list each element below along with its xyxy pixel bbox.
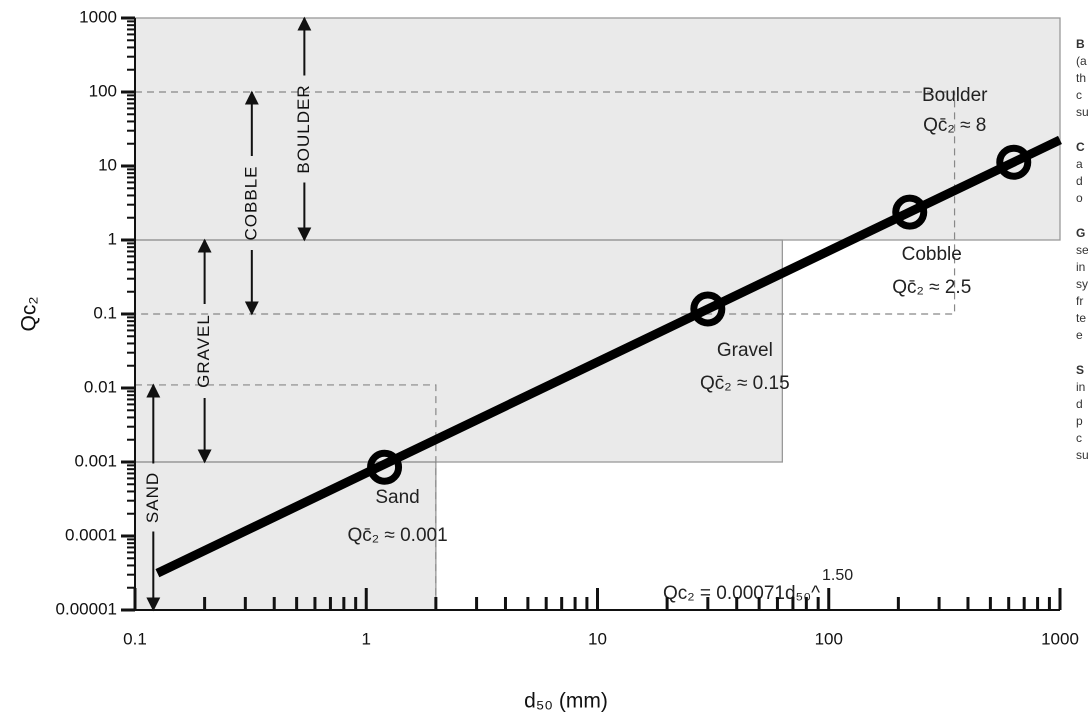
equation: Qc₂ = 0.00071d₅₀^ bbox=[663, 583, 820, 604]
point bbox=[892, 194, 928, 230]
side-text: th bbox=[1076, 71, 1086, 85]
y-tick-label: 10 bbox=[98, 155, 117, 174]
side-text: e bbox=[1076, 328, 1083, 342]
x-tick-label: 100 bbox=[815, 629, 843, 648]
side-text: sy bbox=[1076, 277, 1088, 291]
side-text: p bbox=[1076, 414, 1083, 428]
side-text: in bbox=[1076, 260, 1085, 274]
side-text: C bbox=[1076, 140, 1085, 154]
x-axis-title: d₅₀ (mm) bbox=[524, 690, 608, 713]
y-tick-label: 1 bbox=[108, 229, 117, 248]
side-text: B bbox=[1076, 37, 1085, 51]
point bbox=[367, 449, 403, 485]
point-annotation: Qc̄₂ ≈ 0.15 bbox=[700, 373, 790, 394]
side-text: te bbox=[1076, 311, 1086, 325]
side-text: c bbox=[1076, 88, 1082, 102]
equation-exponent: 1.50 bbox=[822, 567, 853, 584]
x-tick-label: 0.1 bbox=[123, 629, 147, 648]
y-tick-label: 0.1 bbox=[93, 303, 117, 322]
side-text: d bbox=[1076, 174, 1083, 188]
side-text: (a bbox=[1076, 54, 1087, 68]
side-text: se bbox=[1076, 243, 1088, 257]
side-text: c bbox=[1076, 431, 1082, 445]
point bbox=[690, 291, 726, 327]
side-text: fr bbox=[1076, 294, 1083, 308]
point-annotation: Qc̄₂ ≈ 8 bbox=[923, 115, 986, 136]
y-axis-title: Qc₂ bbox=[18, 297, 41, 332]
y-tick-label: 1000 bbox=[79, 7, 117, 26]
side-text: S bbox=[1076, 363, 1084, 377]
size-class-label: COBBLE bbox=[241, 166, 260, 241]
side-text: su bbox=[1076, 105, 1088, 119]
x-tick-label: 1 bbox=[362, 629, 371, 648]
x-tick-label: 10 bbox=[588, 629, 607, 648]
side-text: G bbox=[1076, 226, 1085, 240]
size-class-label: SAND bbox=[143, 472, 162, 523]
side-text: a bbox=[1076, 157, 1083, 171]
side-text: in bbox=[1076, 380, 1085, 394]
point-annotation: Qc̄₂ ≈ 2.5 bbox=[892, 277, 971, 298]
y-tick-label: 100 bbox=[89, 81, 117, 100]
side-text: su bbox=[1076, 448, 1088, 462]
point-label: Boulder bbox=[922, 85, 988, 106]
region bbox=[134, 17, 1061, 241]
y-tick-label: 0.00001 bbox=[56, 599, 117, 618]
size-class-label: BOULDER bbox=[294, 84, 313, 173]
point-label: Sand bbox=[375, 487, 419, 508]
y-tick-label: 0.01 bbox=[84, 377, 117, 396]
point-label: Gravel bbox=[717, 340, 773, 361]
point bbox=[996, 144, 1032, 180]
y-tick-label: 0.0001 bbox=[65, 525, 117, 544]
fit-line bbox=[155, 135, 1062, 578]
y-tick-label: 0.001 bbox=[74, 451, 117, 470]
side-text: d bbox=[1076, 397, 1083, 411]
point-annotation: Qc̄₂ ≈ 0.001 bbox=[347, 525, 447, 546]
region bbox=[134, 461, 437, 611]
point-label: Cobble bbox=[902, 244, 962, 265]
size-class-label: GRAVEL bbox=[194, 314, 213, 388]
side-text: o bbox=[1076, 191, 1083, 205]
x-tick-label: 1000 bbox=[1041, 629, 1079, 648]
